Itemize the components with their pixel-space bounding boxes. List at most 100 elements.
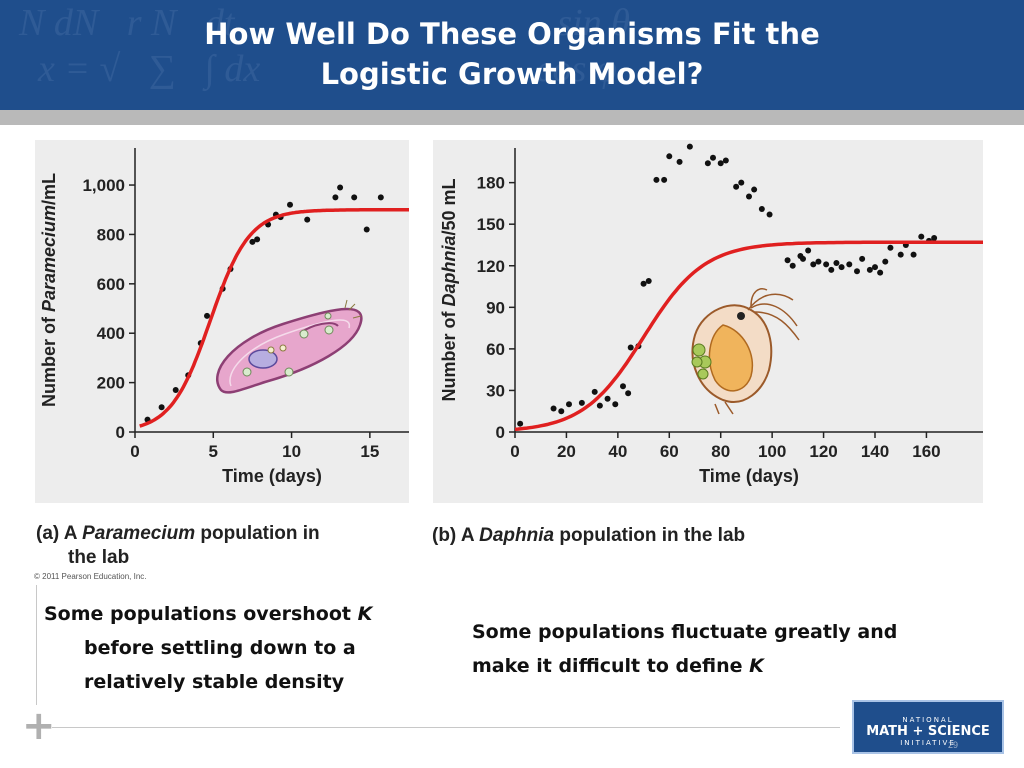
data-point xyxy=(838,264,845,271)
data-point xyxy=(828,266,835,273)
y-label-species: Paramecium xyxy=(39,205,59,312)
chart-a-caption: (a) A Paramecium population in the lab xyxy=(36,522,396,570)
y-tick-label: 60 xyxy=(486,340,505,359)
data-point xyxy=(640,280,647,287)
copyright-notice: © 2011 Pearson Education, Inc. xyxy=(34,572,147,581)
data-point xyxy=(686,143,693,150)
y-tick-label: 90 xyxy=(486,298,505,317)
data-point xyxy=(738,179,745,186)
x-tick-label: 100 xyxy=(758,442,786,461)
data-point xyxy=(918,233,925,240)
y-tick-label: 1,000 xyxy=(82,176,125,195)
y-label-suffix: /50 mL xyxy=(439,178,459,235)
chart-b-panel: 0 20 40 60 80 100 120 140 160 0 30 60 90 120 150 180 Tim… xyxy=(433,140,983,503)
chart-b-caption-rest: population in the lab xyxy=(559,525,746,546)
chart-a-panel: 0 5 10 15 0 200 400 600 800 1,000 Time (days) Numbe… xyxy=(35,140,409,503)
data-point xyxy=(517,420,524,427)
data-point xyxy=(666,153,673,160)
data-point xyxy=(833,259,840,266)
chart-a-caption-line2: the lab xyxy=(68,547,130,568)
data-point xyxy=(351,194,358,201)
data-point xyxy=(815,258,822,265)
data-point xyxy=(254,236,261,243)
note-right: Some populations fluctuate greatly and m… xyxy=(472,615,1012,683)
x-tick-label: 80 xyxy=(711,442,730,461)
chart-b-caption-species: Daphnia xyxy=(479,525,555,546)
data-point xyxy=(897,251,904,258)
y-tick-label: 120 xyxy=(477,257,505,276)
y-tick-label: 0 xyxy=(496,423,505,442)
note-left-line-3: relatively stable density xyxy=(84,671,345,693)
y-tick-label: 150 xyxy=(477,215,505,234)
data-point xyxy=(882,258,889,265)
chart-b-caption-prefix: (b) A xyxy=(432,525,474,546)
data-point xyxy=(846,261,853,268)
data-point xyxy=(823,261,830,268)
data-point xyxy=(854,268,860,275)
data-point xyxy=(746,193,752,200)
header-divider xyxy=(0,110,1024,125)
y-tick-label: 400 xyxy=(97,324,125,343)
chart-a-caption-rest: population in xyxy=(200,523,320,544)
data-point xyxy=(158,404,165,411)
data-point xyxy=(866,266,873,273)
header-watermark: N dN r N dt sin θ x = √ ∑ ∫ dx cos φ xyxy=(0,2,630,90)
note-right-k: K xyxy=(749,655,764,677)
x-tick-label: 0 xyxy=(130,442,139,461)
data-point xyxy=(604,395,611,402)
y-tick-label: 180 xyxy=(477,174,505,193)
data-point xyxy=(766,211,773,218)
y-axis-label: Number of Daphnia/50 mL xyxy=(439,178,459,401)
x-tick-label: 5 xyxy=(209,442,218,461)
data-point xyxy=(625,390,632,397)
chart-b-daphnia: 0 20 40 60 80 100 120 140 160 0 30 60 90 120 150 180 Tim… xyxy=(439,143,983,486)
data-point xyxy=(172,387,179,394)
data-point xyxy=(733,183,740,190)
title-line-1: How Well Do These Organisms Fit the xyxy=(204,17,820,51)
decorative-horizontal-line xyxy=(52,727,840,728)
x-tick-label: 160 xyxy=(912,442,940,461)
data-point xyxy=(800,255,806,262)
data-point xyxy=(722,157,729,164)
data-point xyxy=(566,401,572,408)
y-tick-label: 800 xyxy=(97,225,125,244)
note-left-k: K xyxy=(357,603,373,625)
data-point xyxy=(550,405,557,412)
chart-a-caption-prefix: (a) A xyxy=(36,523,77,544)
data-point xyxy=(591,388,598,395)
x-tick-label: 60 xyxy=(660,442,679,461)
data-point xyxy=(337,184,344,191)
y-label-prefix: Number of xyxy=(39,312,59,407)
x-tick-label: 15 xyxy=(360,442,379,461)
note-right-line-2: make it difficult to define xyxy=(472,655,743,677)
data-point xyxy=(612,401,619,408)
data-point xyxy=(287,201,294,208)
data-point xyxy=(910,251,917,258)
data-point xyxy=(859,255,866,262)
data-point xyxy=(377,194,384,201)
note-left-line-2: before settling down to a xyxy=(84,637,356,659)
note-right-line-1: Some populations fluctuate greatly and xyxy=(472,621,898,643)
chart-a-caption-species: Paramecium xyxy=(82,523,196,544)
data-point xyxy=(872,264,878,271)
data-point xyxy=(710,154,716,161)
data-point xyxy=(751,186,758,193)
nmsi-logo: NATIONAL MATH + SCIENCE INITIATIVE xyxy=(852,700,1004,754)
x-axis-label: Time (days) xyxy=(222,466,322,486)
data-point xyxy=(810,261,817,268)
data-point xyxy=(332,194,339,201)
data-point xyxy=(789,262,796,269)
x-axis-label: Time (days) xyxy=(699,466,799,486)
chart-a-paramecium: 0 5 10 15 0 200 400 600 800 1,000 Time (days) Numbe… xyxy=(39,148,409,486)
y-label-suffix: /mL xyxy=(39,173,59,205)
logo-line-1: NATIONAL xyxy=(902,716,954,724)
y-label-prefix: Number of xyxy=(439,307,459,402)
data-point xyxy=(931,235,938,242)
data-point xyxy=(596,402,603,409)
logistic-curve xyxy=(514,240,983,432)
title-line-2: Logistic Growth Model? xyxy=(320,57,704,91)
logistic-curve xyxy=(139,207,409,428)
note-left: Some populations overshoot K before sett… xyxy=(44,597,424,699)
plus-icon: + xyxy=(22,703,56,749)
data-point xyxy=(204,312,211,319)
